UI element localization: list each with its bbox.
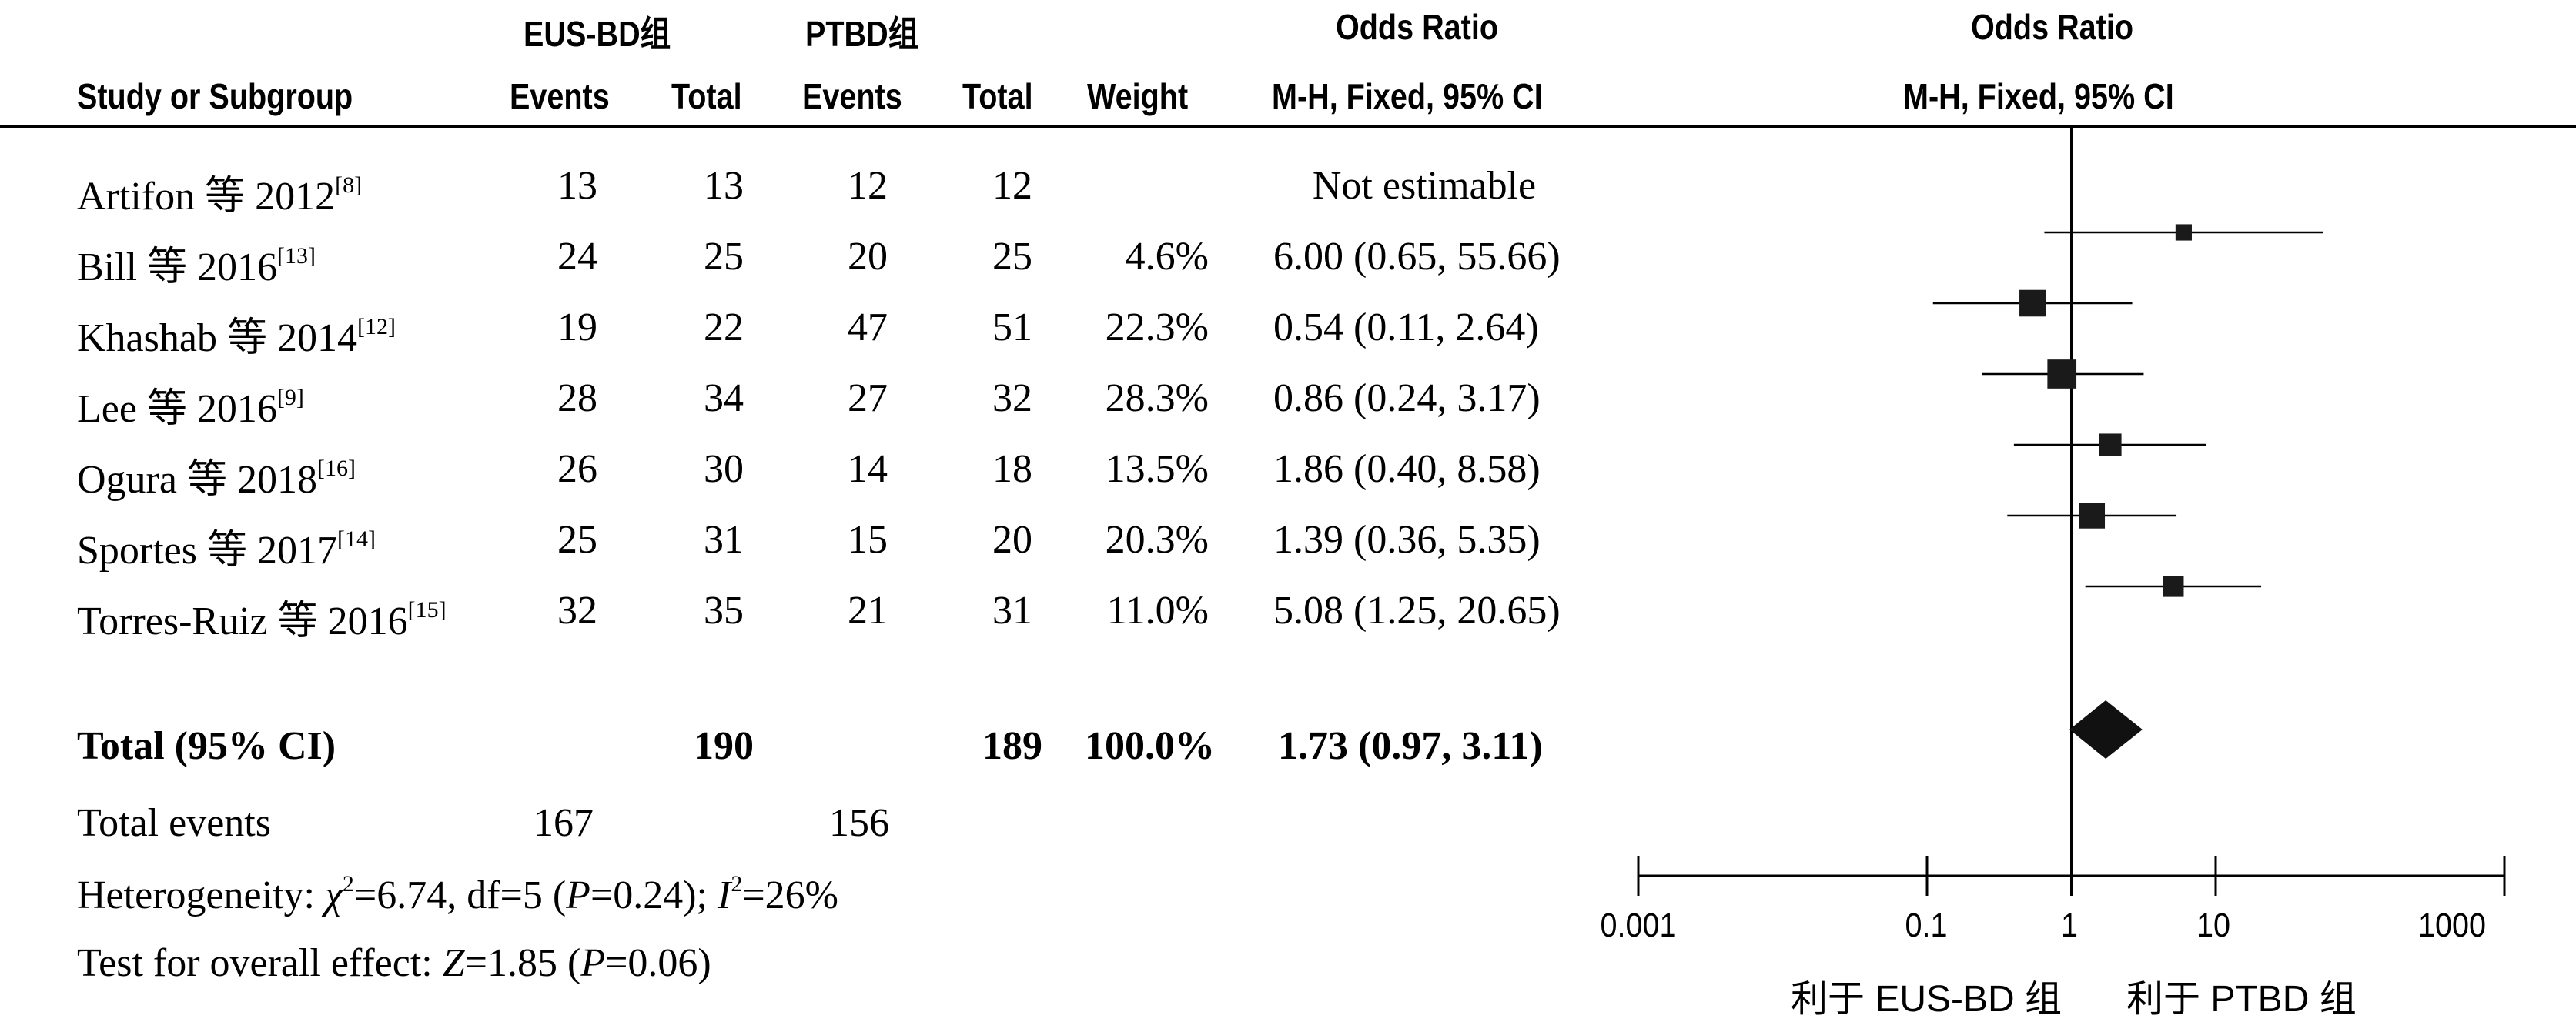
weight-cell: 22.3% — [1105, 306, 1209, 349]
col-events2-header: Events — [802, 76, 902, 116]
or-cell: 1.39 (0.36, 5.35) — [1273, 518, 1541, 562]
events2-cell: 27 — [848, 376, 888, 420]
weight-cell: 11.0% — [1106, 589, 1209, 633]
study-name: Khashab 等 2014[12] — [77, 314, 396, 361]
events1-cell: 32 — [557, 589, 597, 633]
total2-cell: 20 — [992, 518, 1032, 562]
group2-header: PTBD组 — [805, 14, 919, 54]
favours-right-label: 利于 PTBD 组 — [2126, 979, 2357, 1020]
study-name: Sportes 等 2017[14] — [77, 526, 376, 573]
events1-cell: 19 — [557, 306, 597, 349]
events2-cell: 12 — [848, 164, 888, 208]
total1-cell: 13 — [704, 164, 744, 208]
plot-subtitle: M-H, Fixed, 95% CI — [1903, 76, 2174, 116]
total1-cell: 31 — [704, 518, 744, 562]
or-cell: 0.86 (0.24, 3.17) — [1273, 376, 1541, 420]
point-estimate-square — [2175, 224, 2192, 241]
events2-cell: 15 — [848, 518, 888, 562]
total2-cell: 51 — [992, 306, 1032, 349]
events2-cell: 14 — [848, 447, 888, 491]
weight-cell: 28.3% — [1105, 376, 1209, 420]
tick-label: 0.1 — [1905, 907, 1948, 944]
tick-label: 1000 — [2417, 907, 2487, 944]
point-estimate-square — [2163, 576, 2184, 597]
point-estimate-square — [2047, 359, 2077, 389]
overall-effect-text: Test for overall effect: Z=1.85 (P=0.06) — [77, 941, 711, 985]
or-cell: 1.86 (0.40, 8.58) — [1273, 447, 1541, 491]
total2-cell: 32 — [992, 376, 1032, 420]
or-cell: Not estimable — [1312, 164, 1537, 208]
weight-cell: 4.6% — [1125, 235, 1209, 279]
total-or: 1.73 (0.97, 3.11) — [1278, 724, 1543, 768]
total2-cell: 31 — [992, 589, 1032, 633]
study-name: Artifon 等 2012[8] — [77, 172, 363, 219]
total1-cell: 35 — [704, 589, 744, 633]
events1-cell: 24 — [557, 235, 597, 279]
header-rule — [0, 125, 2576, 128]
events2-cell: 20 — [848, 235, 888, 279]
total1-value: 190 — [694, 724, 754, 768]
events1-cell: 25 — [557, 518, 597, 562]
study-name: Lee 等 2016[9] — [77, 385, 304, 432]
tick-label: 10 — [2196, 907, 2231, 944]
or-cell: 0.54 (0.11, 2.64) — [1273, 306, 1539, 349]
study-name: Torres-Ruiz 等 2016[15] — [77, 597, 447, 644]
favours-left-label: 利于 EUS-BD 组 — [1791, 979, 2062, 1020]
study-name: Ogura 等 2018[16] — [77, 456, 356, 503]
col-events1-header: Events — [510, 76, 610, 116]
point-estimate-square — [2019, 289, 2046, 317]
tick-label: 0.001 — [1600, 907, 1677, 944]
pooled-diamond — [2069, 700, 2143, 759]
weight-cell: 13.5% — [1105, 447, 1209, 491]
total1-cell: 25 — [704, 235, 744, 279]
or-cell: 6.00 (0.65, 55.66) — [1273, 235, 1561, 279]
events1-cell: 13 — [557, 164, 597, 208]
col-weight-header: Weight — [1087, 76, 1189, 116]
total-label: Total (95% CI) — [77, 724, 336, 768]
events2-cell: 47 — [848, 306, 888, 349]
or-cell: 5.08 (1.25, 20.65) — [1273, 589, 1561, 633]
weight-cell: 20.3% — [1105, 518, 1209, 562]
col-total2-header: Total — [962, 76, 1033, 116]
heterogeneity-text: Heterogeneity: χ2=6.74, df=5 (P=0.24); I… — [77, 871, 839, 918]
total1-cell: 34 — [704, 376, 744, 420]
total-events1: 167 — [534, 801, 594, 845]
total2-cell: 25 — [992, 235, 1032, 279]
total1-cell: 30 — [704, 447, 744, 491]
col-total1-header: Total — [671, 76, 742, 116]
events1-cell: 26 — [557, 447, 597, 491]
total2-cell: 18 — [992, 447, 1032, 491]
tick-label: 1 — [2060, 907, 2079, 944]
total2-cell: 12 — [992, 164, 1032, 208]
total-weight: 100.0% — [1085, 724, 1215, 768]
col-or-header: M-H, Fixed, 95% CI — [1272, 76, 1543, 116]
total-events-label: Total events — [77, 801, 271, 845]
group1-header: EUS-BD组 — [524, 14, 671, 54]
or-title: Odds Ratio — [1336, 7, 1498, 47]
total2-value: 189 — [982, 724, 1042, 768]
total1-cell: 22 — [704, 306, 744, 349]
total-events2: 156 — [829, 801, 889, 845]
events1-cell: 28 — [557, 376, 597, 420]
plot-title: Odds Ratio — [1971, 7, 2133, 47]
study-name: Bill 等 2016[13] — [77, 243, 316, 290]
events2-cell: 21 — [848, 589, 888, 633]
col-study-header: Study or Subgroup — [77, 76, 353, 116]
point-estimate-square — [2079, 503, 2106, 529]
point-estimate-square — [2099, 433, 2122, 456]
